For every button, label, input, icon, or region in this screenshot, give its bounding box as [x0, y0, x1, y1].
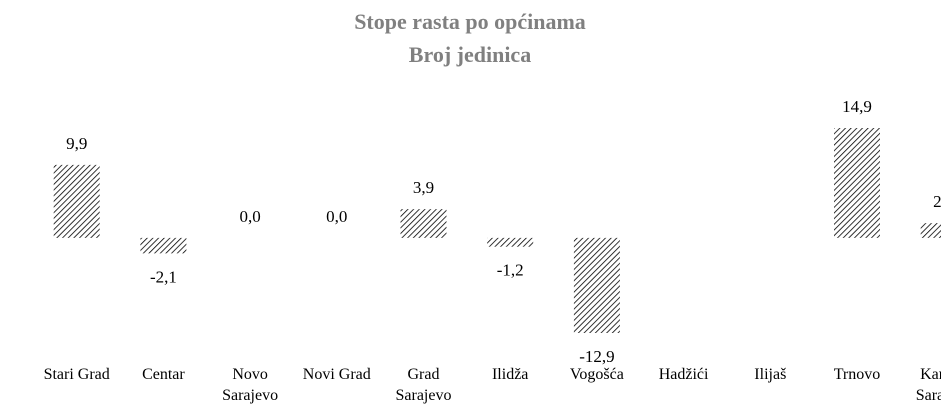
x-tick-label: Vogošća	[569, 366, 624, 383]
value-label: 9,9	[66, 134, 87, 153]
bar	[487, 237, 534, 247]
bar	[140, 237, 187, 254]
value-label: -2,1	[150, 267, 177, 286]
x-tick-label: Ilidža	[491, 366, 529, 383]
chart-title: Stope rasta po općinama	[354, 9, 586, 34]
value-label: 2,0	[933, 192, 941, 211]
value-label: -1,2	[497, 261, 524, 280]
x-tick-label: Novo Sarajevo	[222, 366, 279, 404]
bar	[573, 237, 620, 333]
x-tick-label: Ilijaš	[754, 366, 787, 383]
value-label: 0,0	[239, 207, 260, 226]
x-tick-label: Centar	[142, 366, 185, 383]
bar	[834, 128, 880, 238]
x-tick-label: Novi Grad	[302, 366, 371, 383]
x-tick-label: Hadžići	[658, 366, 709, 383]
bar	[53, 164, 100, 238]
x-tick-label: Stari Grad	[43, 366, 110, 383]
x-tick-label: Trnovo	[833, 366, 881, 383]
bar	[400, 209, 447, 238]
x-tick-label: Kanton Sarajevo	[915, 366, 941, 404]
bar	[920, 223, 941, 238]
chart-subtitle: Broj jedinica	[409, 42, 531, 67]
value-label: 14,9	[842, 97, 872, 116]
value-label: 3,9	[413, 178, 434, 197]
value-label: 0,0	[326, 207, 347, 226]
value-label: -12,9	[579, 347, 614, 366]
x-tick-label: Grad Sarajevo	[395, 366, 452, 404]
